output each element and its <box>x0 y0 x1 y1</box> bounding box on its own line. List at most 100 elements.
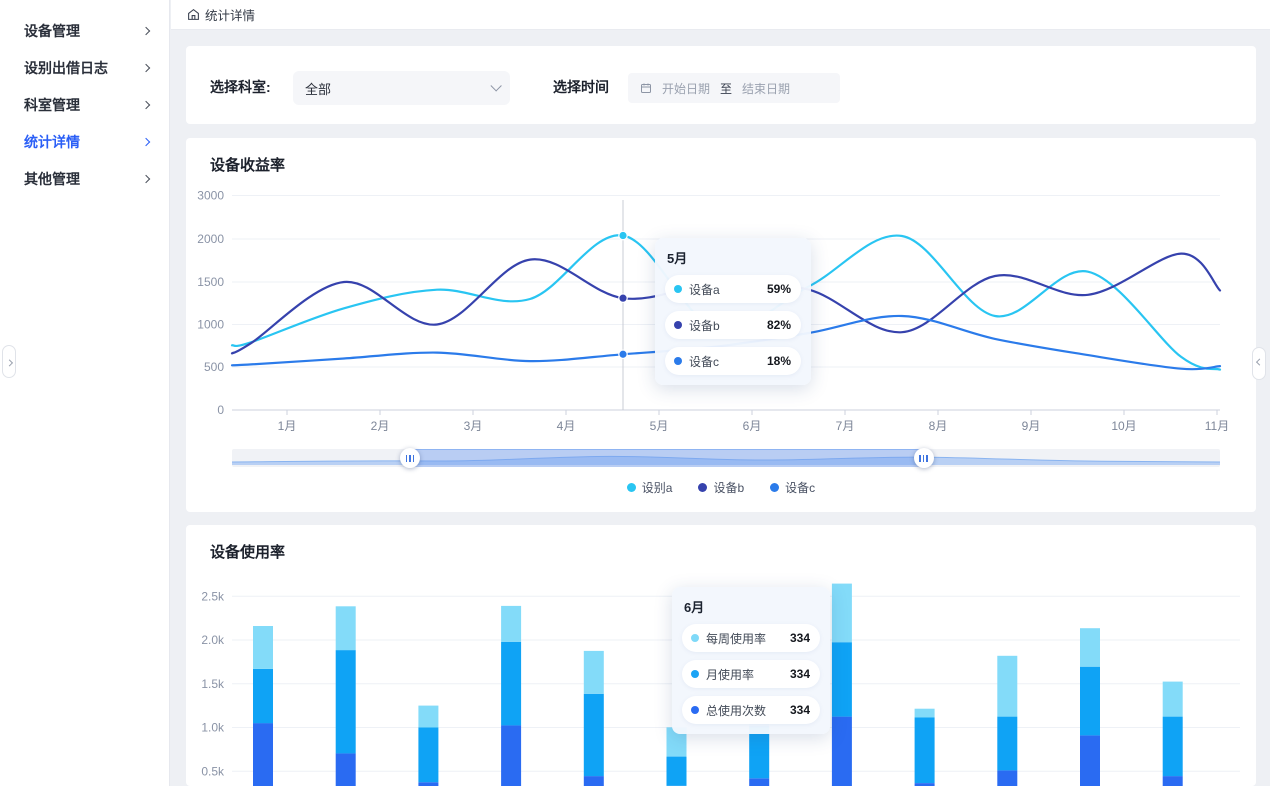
sidebar: 设备管理 设别出借日志 科室管理 统计详情 其他管理 <box>0 0 170 786</box>
bar-segment-月使用率[interactable] <box>1162 716 1183 777</box>
bar-segment-总使用次数[interactable] <box>501 725 522 786</box>
breadcrumb[interactable]: 统计详情 <box>187 5 255 24</box>
panel-collapse-toggle[interactable] <box>1252 347 1266 380</box>
revenue-chart-tooltip: 5月 设备a 59% 设备b 82% 设备c 18% <box>655 238 811 385</box>
bar-segment-每周使用率[interactable] <box>1080 628 1100 667</box>
tooltip-row: 设备a 59% <box>665 275 801 303</box>
usage-chart-card: 设备使用率 2.5k 2.0k 1.5k 1.0k 0.5k 6月 每周使用率 334 … <box>186 525 1256 786</box>
department-filter-label: 选择科室: <box>210 79 271 95</box>
tooltip-series-value: 18% <box>766 354 791 368</box>
x-axis-label: 7月 <box>836 419 855 433</box>
bar-segment-月使用率[interactable] <box>914 717 935 783</box>
sidebar-item-label: 科室管理 <box>24 96 80 113</box>
chevron-right-icon <box>141 174 151 183</box>
tooltip-title: 5月 <box>667 251 688 266</box>
sidebar-item-lending-log[interactable]: 设别出借日志 <box>0 49 169 86</box>
legend-dot-icon <box>770 483 780 492</box>
x-axis-label: 10月 <box>1111 419 1136 433</box>
datazoom-wave-line <box>232 455 1220 463</box>
bar-segment-总使用次数[interactable] <box>1080 735 1100 786</box>
legend-dot-icon <box>626 483 636 492</box>
legend-label: 设别a <box>641 481 673 495</box>
bar-segment-每周使用率[interactable] <box>831 583 852 643</box>
bar-segment-月使用率[interactable] <box>583 693 604 777</box>
end-date-placeholder[interactable]: 结束日期 <box>742 81 791 96</box>
usage-bar-chart[interactable]: 2.5k 2.0k 1.5k 1.0k 0.5k <box>186 525 1256 786</box>
bar-segment-月使用率[interactable] <box>831 642 852 717</box>
home-icon <box>188 8 199 20</box>
bar-segment-总使用次数[interactable] <box>583 776 604 786</box>
tooltip-series-name: 设备b <box>689 318 720 333</box>
bar-segment-总使用次数[interactable] <box>749 778 770 786</box>
chevron-right-icon <box>141 100 151 109</box>
legend-item-a[interactable]: 设别a <box>626 479 673 496</box>
y-axis-label: 2000 <box>197 232 224 246</box>
department-select[interactable]: 全部 <box>293 71 510 105</box>
bar-segment-每周使用率[interactable] <box>335 606 356 651</box>
bar-segment-总使用次数[interactable] <box>418 782 439 786</box>
datazoom-left-handle[interactable] <box>399 448 420 468</box>
bar-segment-总使用次数[interactable] <box>997 770 1018 786</box>
series-b-dot-icon <box>674 321 682 329</box>
bar-segment-每周使用率[interactable] <box>501 605 522 642</box>
bar-segment-月使用率[interactable] <box>749 725 770 779</box>
bar-segment-每周使用率[interactable] <box>1162 681 1183 717</box>
bar-segment-总使用次数[interactable] <box>914 783 935 786</box>
bar-segment-总使用次数[interactable] <box>1162 776 1183 786</box>
tooltip-row: 设备b 82% <box>665 311 801 339</box>
weekly-usage-dot-icon <box>691 634 699 642</box>
revenue-chart-card: 设备收益率 3000 2000 1500 1000 500 0 1月 2月 3月 4月 5月 6月 7月… <box>186 138 1256 512</box>
y-axis-label: 500 <box>204 360 224 374</box>
sidebar-item-label: 设别出借日志 <box>24 59 108 76</box>
y-axis-label: 1.0k <box>201 721 225 735</box>
bar-segment-每周使用率[interactable] <box>914 708 935 718</box>
y-axis-label: 0.5k <box>201 764 225 778</box>
bar-segment-总使用次数[interactable] <box>831 716 852 786</box>
tooltip-series-value: 334 <box>789 631 810 645</box>
date-range-picker[interactable]: 开始日期 至 结束日期 <box>628 73 840 103</box>
datazoom-slider[interactable] <box>232 448 1220 468</box>
sidebar-item-statistics-detail[interactable]: 统计详情 <box>0 123 169 160</box>
y-axis-label: 3000 <box>197 189 224 203</box>
bar-segment-总使用次数[interactable] <box>253 723 273 786</box>
sidebar-item-device-management[interactable]: 设备管理 <box>0 12 169 49</box>
bar-segment-每周使用率[interactable] <box>666 727 687 757</box>
start-date-placeholder[interactable]: 开始日期 <box>662 81 711 96</box>
bar-segment-每周使用率[interactable] <box>583 650 604 694</box>
bar-segment-月使用率[interactable] <box>666 756 687 786</box>
chevron-right-icon <box>141 137 151 146</box>
legend-item-c[interactable]: 设备c <box>770 479 815 496</box>
sidebar-item-department-management[interactable]: 科室管理 <box>0 86 169 123</box>
y-axis-label: 2.0k <box>201 633 225 647</box>
x-axis-label: 3月 <box>464 419 483 433</box>
tooltip-row: 月使用率 334 <box>682 660 820 688</box>
bar-segment-月使用率[interactable] <box>501 641 522 726</box>
total-usage-dot-icon <box>691 706 699 714</box>
bar-segment-每周使用率[interactable] <box>418 705 439 728</box>
datazoom-selected-range[interactable] <box>409 449 924 467</box>
sidebar-item-other-management[interactable]: 其他管理 <box>0 160 169 197</box>
datazoom-right-handle[interactable] <box>913 448 934 468</box>
legend-item-b[interactable]: 设备b <box>698 479 744 496</box>
tooltip-series-value: 334 <box>789 703 810 717</box>
chevron-left-icon <box>1255 358 1263 366</box>
hover-dot-设备a <box>618 230 628 241</box>
bar-segment-每周使用率[interactable] <box>253 626 273 669</box>
tooltip-row: 设备c 18% <box>665 347 801 375</box>
legend-label: 设备b <box>713 481 745 495</box>
bar-segment-每周使用率[interactable] <box>997 655 1018 717</box>
bar-segment-月使用率[interactable] <box>1080 666 1100 736</box>
tooltip-row: 每周使用率 334 <box>682 624 820 652</box>
bar-segment-月使用率[interactable] <box>335 650 356 754</box>
bar-segment-月使用率[interactable] <box>253 668 273 724</box>
chevron-down-icon <box>490 80 502 92</box>
sidebar-collapse-toggle[interactable] <box>2 345 16 378</box>
bar-segment-月使用率[interactable] <box>997 716 1018 771</box>
time-filter-label: 选择时间 <box>553 79 609 95</box>
bar-segment-月使用率[interactable] <box>418 727 439 783</box>
bar-segment-总使用次数[interactable] <box>335 753 356 786</box>
x-axis-label: 1月 <box>278 419 297 433</box>
x-axis-label: 6月 <box>743 419 762 433</box>
breadcrumb-label: 统计详情 <box>205 9 256 23</box>
chevron-right-icon <box>141 63 151 72</box>
